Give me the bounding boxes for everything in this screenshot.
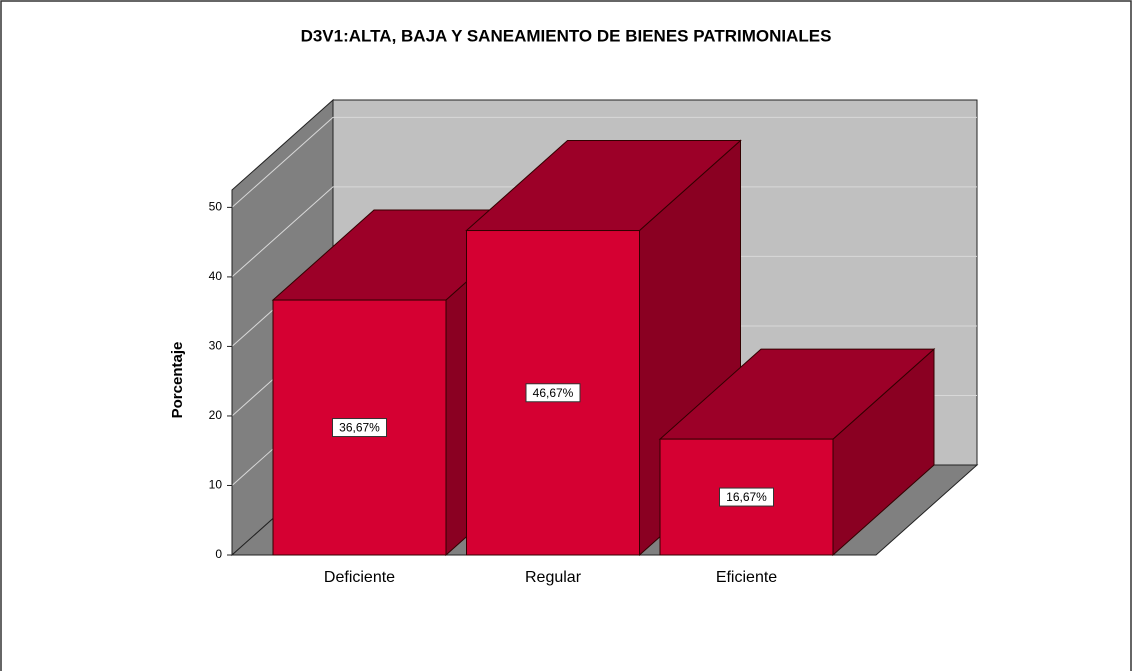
value-label: 46,67%: [533, 386, 574, 400]
y-tick-label: 10: [209, 478, 223, 492]
grid-line: [231, 186, 977, 278]
value-label-box: [332, 418, 387, 438]
grid-line: [231, 116, 977, 208]
x-tick-label: Eficiente: [716, 569, 777, 586]
x-tick-label: Deficiente: [324, 569, 395, 586]
y-tick-label: 0: [215, 547, 222, 561]
y-axis-label: Porcentaje: [169, 342, 186, 419]
value-label-box: [719, 487, 774, 507]
value-label: 16,67%: [726, 490, 767, 504]
y-tick-label: 40: [209, 269, 223, 283]
y-tick-label: 30: [209, 339, 223, 353]
y-tick-label: 20: [209, 408, 223, 422]
value-label: 36,67%: [339, 421, 380, 435]
y-tick-label: 50: [209, 200, 223, 214]
value-label-box: [525, 383, 581, 403]
chart-title: D3V1:ALTA, BAJA Y SANEAMIENTO DE BIENES …: [301, 26, 832, 45]
x-tick-label: Regular: [525, 569, 582, 586]
